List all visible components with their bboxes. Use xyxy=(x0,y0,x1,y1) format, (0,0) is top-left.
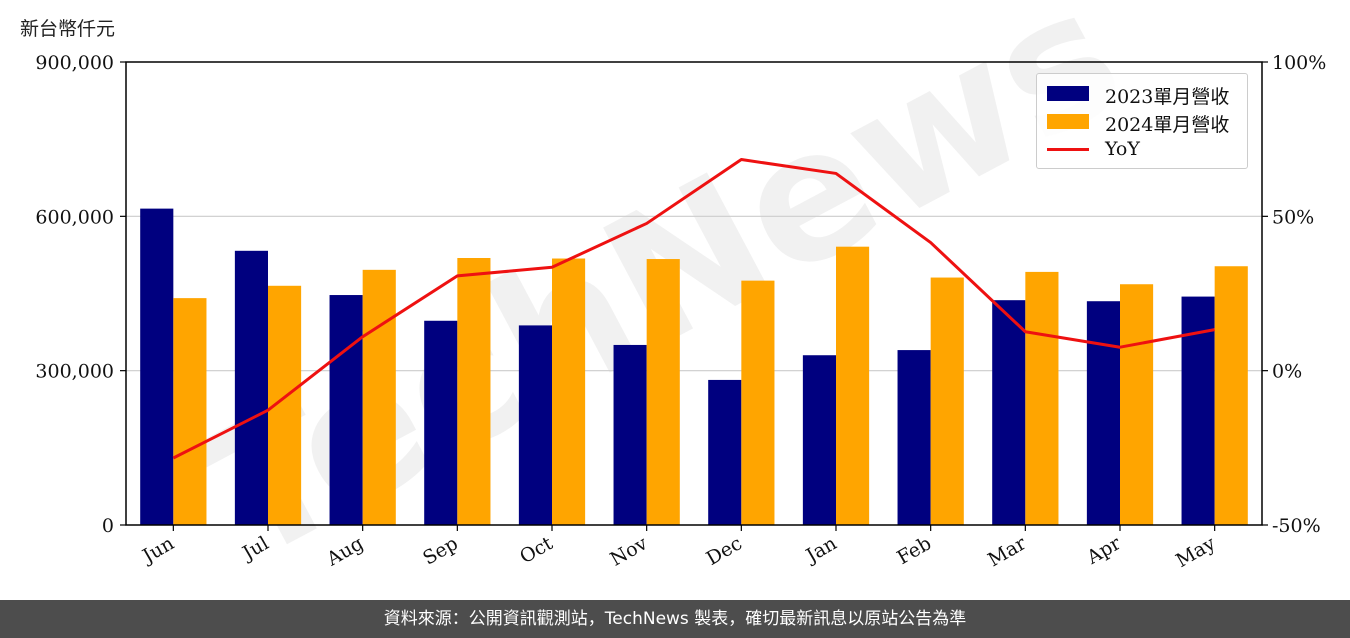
x-tick-label-sep: Sep xyxy=(419,532,462,569)
bar-2024-feb xyxy=(930,277,964,525)
yoy-line-path xyxy=(172,158,1215,460)
right-tick-label: 100% xyxy=(1272,52,1326,74)
bar-2023-jul xyxy=(234,250,268,525)
x-tick-label-nov: Nov xyxy=(607,532,652,571)
right-tick-label: -50% xyxy=(1272,515,1321,537)
grid-lines xyxy=(126,215,1262,372)
plot-frame xyxy=(125,61,1263,526)
x-tick-label-feb: Feb xyxy=(893,532,935,569)
left-tick-label: 300,000 xyxy=(35,361,114,383)
bar-2023-jun xyxy=(140,208,174,525)
bar-2023-nov xyxy=(613,344,647,525)
legend-swatch-yoy xyxy=(1047,148,1089,151)
bar-2024-apr xyxy=(1120,284,1154,525)
bar-2023-jan xyxy=(802,355,836,525)
legend-swatch-2024 xyxy=(1047,114,1089,129)
left-tick-label: 0 xyxy=(102,515,114,537)
right-tick-label: 50% xyxy=(1272,206,1314,228)
bar-2023-feb xyxy=(897,350,931,525)
bar-2024-jan xyxy=(836,246,870,526)
source-footer: 資料來源：公開資訊觀測站，TechNews 製表，確切最新訊息以原站公告為準 xyxy=(0,600,1350,638)
x-tick-label-jan: Jan xyxy=(801,532,841,568)
bar-2023-aug xyxy=(329,295,363,525)
legend-label-yoy: YoY xyxy=(1105,138,1140,160)
right-tick-label: 0% xyxy=(1272,361,1302,383)
x-tick-label-may: May xyxy=(1172,532,1219,572)
bar-2023-mar xyxy=(992,300,1026,525)
bar-2024-nov xyxy=(646,259,680,525)
bar-2023-apr xyxy=(1086,301,1120,525)
yoy-line xyxy=(172,158,1215,460)
legend-label-2023: 2023單月營收 xyxy=(1105,86,1230,108)
chart: TechNews 0300,000600,000900,000-50%0%50%… xyxy=(35,0,1326,600)
bar-2023-oct xyxy=(518,325,552,525)
bar-2024-oct xyxy=(552,258,586,525)
bar-2023-sep xyxy=(424,320,458,525)
left-tick-label: 900,000 xyxy=(35,52,114,74)
bar-2023-dec xyxy=(708,379,742,525)
left-tick-label: 600,000 xyxy=(35,206,114,228)
x-tick-label-jun: Jun xyxy=(137,532,178,568)
y-axis-unit-label: 新台幣仟元 xyxy=(20,18,116,40)
bar-2024-may xyxy=(1214,266,1248,525)
bar-2024-jun xyxy=(173,298,207,525)
legend: 2023單月營收 2024單月營收 YoY xyxy=(1036,73,1248,169)
bar-2024-mar xyxy=(1025,271,1059,525)
bar-2024-dec xyxy=(741,280,775,525)
x-tick-label-apr: Apr xyxy=(1082,532,1125,569)
legend-label-2024: 2024單月營收 xyxy=(1105,114,1230,136)
legend-swatch-2023 xyxy=(1047,86,1089,101)
bar-2024-sep xyxy=(457,258,491,525)
x-tick-label-dec: Dec xyxy=(703,532,746,570)
x-tick-label-oct: Oct xyxy=(516,532,557,568)
bars xyxy=(140,208,1248,526)
x-tick-label-mar: Mar xyxy=(984,532,1030,571)
bar-2024-aug xyxy=(362,269,396,525)
